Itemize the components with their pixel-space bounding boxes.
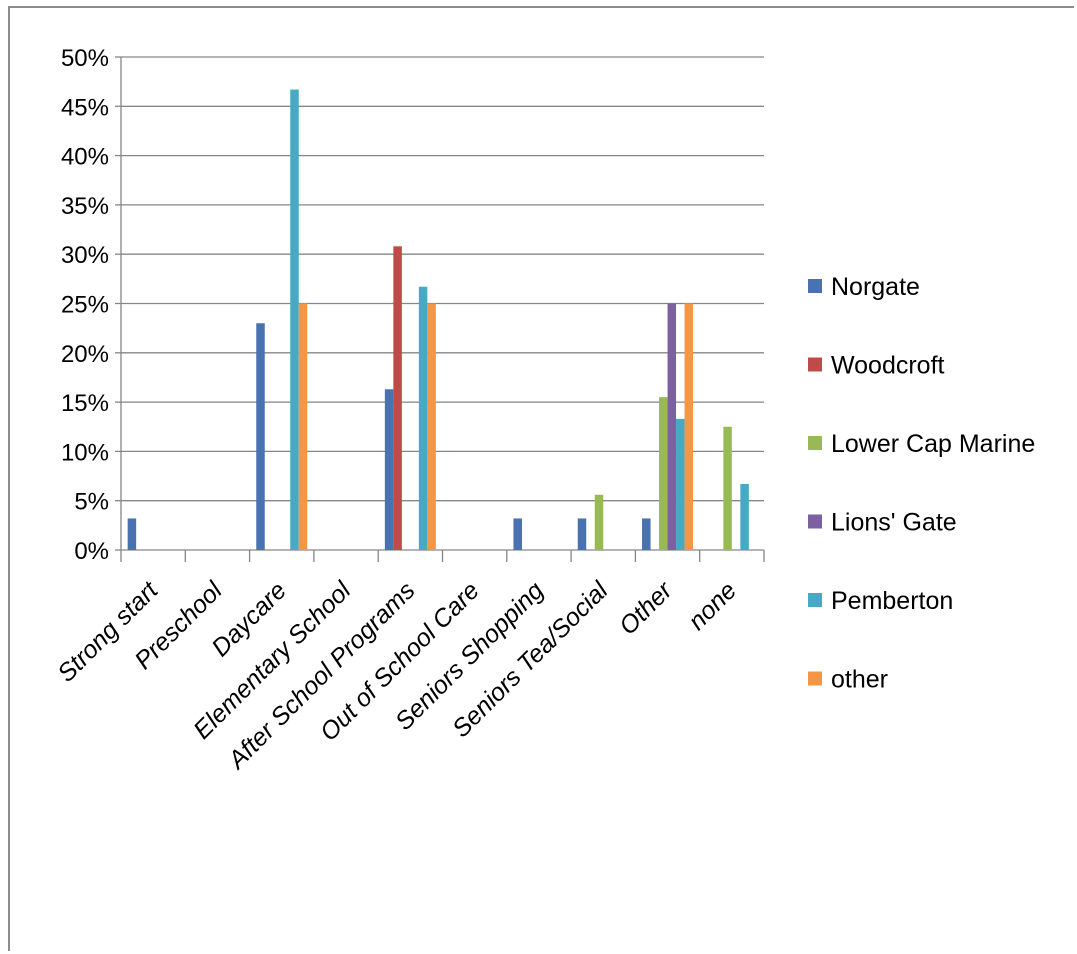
legend-label: Norgate bbox=[831, 273, 920, 301]
legend-label: other bbox=[831, 666, 888, 694]
y-tick-label: 10% bbox=[61, 439, 109, 466]
bar-norgate bbox=[384, 389, 394, 550]
bar-other bbox=[427, 303, 436, 550]
bar-other bbox=[298, 303, 308, 550]
axes bbox=[115, 56, 765, 562]
y-tick-label: 5% bbox=[74, 489, 109, 516]
bar-lower-cap-marine bbox=[659, 397, 668, 550]
bar-pemberton bbox=[290, 89, 299, 551]
y-tick-label: 45% bbox=[61, 94, 109, 121]
x-tick-label: none bbox=[683, 576, 742, 635]
legend-swatch bbox=[808, 671, 822, 686]
bar-norgate bbox=[127, 518, 137, 550]
legend-label: Lions' Gate bbox=[831, 509, 957, 537]
y-tick-label: 15% bbox=[61, 390, 109, 417]
legend-swatch bbox=[808, 514, 822, 529]
bar-norgate bbox=[513, 518, 522, 550]
y-tick-label: 50% bbox=[61, 45, 109, 72]
y-tick-label: 20% bbox=[61, 341, 109, 368]
bar-other bbox=[684, 303, 694, 550]
bar-pemberton bbox=[740, 483, 749, 550]
bar-norgate bbox=[642, 518, 651, 550]
bar-norgate bbox=[577, 518, 587, 550]
y-tick-labels: 0% 5% 10% 15% 20% 25% 30% 35% 40% 45% 50% bbox=[61, 45, 109, 565]
legend-label: Woodcroft bbox=[831, 352, 945, 380]
bar-lower-cap-marine bbox=[594, 494, 604, 550]
x-tick-label: Other bbox=[614, 575, 679, 640]
bar-pemberton bbox=[418, 286, 428, 550]
legend-label: Pemberton bbox=[831, 587, 953, 615]
bar-lions-gate bbox=[667, 303, 677, 550]
legend-swatch bbox=[808, 279, 822, 293]
y-tick-label: 35% bbox=[61, 193, 109, 220]
y-tick-label: 30% bbox=[61, 242, 109, 269]
bar-woodcroft bbox=[393, 246, 402, 550]
bars bbox=[127, 89, 749, 551]
legend: Norgate Woodcroft Lower Cap Marine Lions' G… bbox=[808, 273, 1035, 694]
legend-swatch bbox=[808, 436, 822, 450]
bar-pemberton bbox=[676, 418, 685, 550]
chart-frame bbox=[8, 6, 1074, 951]
y-tick-label: 40% bbox=[61, 144, 109, 171]
y-tick-label: 25% bbox=[61, 292, 109, 319]
legend-swatch bbox=[808, 593, 822, 607]
bar-lower-cap-marine bbox=[723, 426, 732, 550]
legend-label: Lower Cap Marine bbox=[831, 430, 1035, 458]
y-tick-label: 0% bbox=[74, 538, 109, 565]
bar-norgate bbox=[256, 323, 265, 550]
legend-swatch bbox=[808, 357, 822, 372]
gridlines bbox=[121, 56, 764, 502]
